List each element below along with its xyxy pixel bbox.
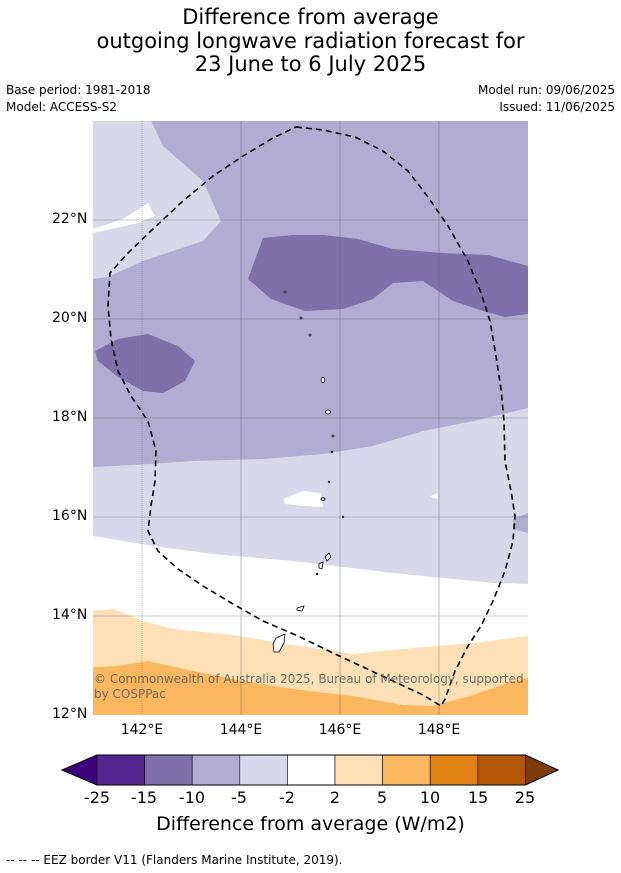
colorbar-tick-1: -15: [130, 788, 158, 807]
colorbar-segment-9: [477, 754, 526, 786]
colorbar-segment-8: [429, 754, 479, 786]
colorbar-segment-5: [287, 754, 336, 786]
copyright-notice: © Commonwealth of Australia 2025, Bureau…: [94, 672, 524, 701]
title-line-3: 23 June to 6 July 2025: [194, 52, 427, 76]
colorbar-segment-3: [191, 754, 241, 786]
colorbar-tick-8: 15: [467, 788, 489, 807]
title-line-2: outgoing longwave radiation forecast for: [96, 29, 525, 53]
colorbar-tick-2: -10: [178, 788, 206, 807]
colorbar-tick-4: -2: [279, 788, 295, 807]
colorbar-tick-6: 5: [376, 788, 388, 807]
patch-minus-15-to-minus-10-east: [248, 235, 528, 317]
gridlines: [93, 121, 528, 715]
colorbar-tick-3: -5: [231, 788, 247, 807]
lat-label-18n: 18°N: [52, 409, 88, 425]
colorbar-segment-1: [96, 754, 145, 786]
lat-label-12n: 12°N: [52, 706, 88, 722]
band-5-to-10: [93, 661, 528, 715]
lon-label-148e: 148°E: [417, 722, 461, 738]
issued-date: Issued: 11/06/2025: [499, 100, 615, 114]
title-line-1: Difference from average: [182, 5, 439, 29]
lat-label-16n: 16°N: [52, 508, 88, 524]
lat-label-20n: 20°N: [52, 310, 88, 326]
eez-legend-footer: -- -- -- EEZ border V11 (Flanders Marine…: [6, 853, 343, 867]
colorbar-tick-5: 2: [329, 788, 341, 807]
patch-minus-15-to-minus-10-west: [95, 334, 195, 393]
patch-far-east: [513, 513, 528, 533]
colorbar-segment-7: [382, 754, 431, 786]
colorbar-segment-6: [334, 754, 383, 786]
white-patch-top-left: [93, 203, 155, 233]
colorbar-segment-4: [239, 754, 288, 786]
white-patch-center: [283, 491, 323, 507]
eez-border: [107, 126, 516, 708]
lon-label-144e: 144°E: [219, 722, 263, 738]
lon-label-146e: 146°E: [318, 722, 362, 738]
colorbar-segment-0: [61, 754, 98, 786]
colorbar-segment-2: [144, 754, 193, 786]
base-period: Base period: 1981-2018: [6, 83, 151, 97]
lat-label-14n: 14°N: [52, 607, 88, 623]
lat-label-22n: 22°N: [52, 211, 88, 227]
colorbar-tick-7: 10: [419, 788, 441, 807]
colorbar-tick-0: -25: [83, 788, 111, 807]
colorbar-segment-10: [525, 754, 559, 786]
lon-label-142e: 142°E: [120, 722, 164, 738]
map-panel: [93, 121, 528, 715]
white-patch-east: [429, 493, 438, 499]
colorbar-tick-9: 25: [514, 788, 536, 807]
mariana-islands: [272, 290, 345, 653]
colorbar: [60, 754, 560, 786]
model-run: Model run: 09/06/2025: [477, 83, 615, 97]
colorbar-title: Difference from average (W/m2): [156, 813, 465, 835]
model-name: Model: ACCESS-S2: [6, 100, 118, 114]
